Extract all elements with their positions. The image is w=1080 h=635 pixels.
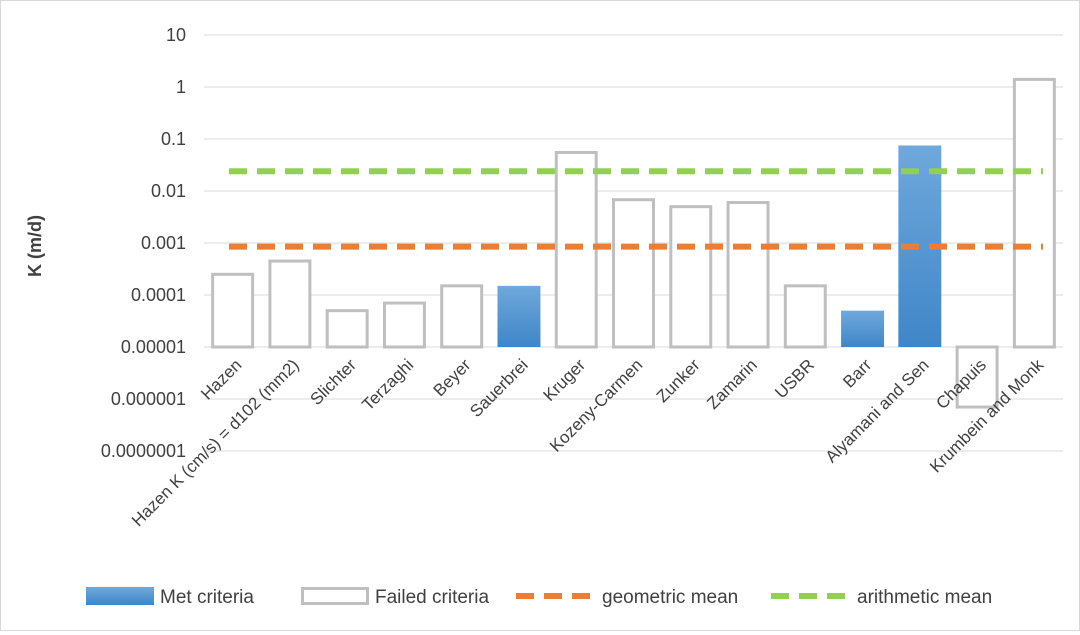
bar-met-criteria bbox=[841, 310, 885, 347]
x-category-label: Beyer bbox=[430, 355, 475, 400]
bar-failed-criteria bbox=[955, 345, 999, 409]
legend-label: Failed criteria bbox=[375, 587, 489, 608]
x-category-label: Barr bbox=[839, 355, 875, 391]
y-tick-label: 0.0001 bbox=[131, 285, 186, 305]
x-category-label: Hazen bbox=[197, 355, 245, 403]
y-tick-label: 0.001 bbox=[141, 233, 186, 253]
legend-swatch bbox=[86, 587, 154, 605]
x-category-label: USBR bbox=[771, 355, 818, 402]
bar-failed-criteria bbox=[669, 205, 713, 349]
y-tick-label: 0.01 bbox=[151, 181, 186, 201]
legend: Met criteria Failed criteria geometric mea… bbox=[86, 587, 992, 608]
y-tick-label: 0.0000001 bbox=[101, 441, 186, 461]
legend-item-Failed-criteria: Failed criteria bbox=[301, 587, 489, 608]
y-tick-label: 10 bbox=[166, 25, 186, 45]
bar-failed-criteria bbox=[612, 198, 655, 349]
bar-failed-criteria bbox=[268, 259, 312, 349]
legend-label: arithmetic mean bbox=[857, 587, 992, 608]
bars bbox=[211, 77, 1056, 409]
x-category-label: Terzaghi bbox=[358, 355, 417, 414]
y-tick-label: 0.1 bbox=[161, 129, 186, 149]
bar-met-criteria bbox=[497, 285, 541, 347]
bar-failed-criteria bbox=[726, 201, 770, 349]
y-tick-label: 0.000001 bbox=[111, 389, 186, 409]
bar-failed-criteria bbox=[325, 309, 369, 349]
x-category-label: Alyamani and Sen bbox=[822, 355, 933, 466]
bar-failed-criteria bbox=[1012, 77, 1056, 349]
legend-item-Met-criteria: Met criteria bbox=[86, 587, 254, 608]
legend-label: Met criteria bbox=[160, 587, 254, 608]
legend-item-geometric-mean: geometric mean bbox=[516, 587, 738, 608]
bar-failed-criteria bbox=[783, 284, 827, 349]
x-category-label: Kruger bbox=[540, 355, 590, 405]
bar-failed-criteria bbox=[554, 151, 598, 349]
x-category-label: Sauerbrei bbox=[466, 355, 532, 421]
y-axis-ticks: 0.0000001 0.000001 0.00001 0.0001 0.001 0.01 0… bbox=[101, 25, 186, 461]
y-tick-label: 0.00001 bbox=[121, 337, 186, 357]
x-category-label: Slichter bbox=[306, 355, 360, 409]
bar-failed-criteria bbox=[382, 301, 426, 349]
y-tick-label: 1 bbox=[176, 77, 186, 97]
y-axis-title: K (m/d) bbox=[25, 215, 45, 277]
x-category-label: Zamarin bbox=[703, 355, 761, 413]
mean-lines bbox=[229, 168, 1043, 250]
bar-failed-criteria bbox=[211, 272, 255, 349]
legend-item-arithmetic-mean: arithmetic mean bbox=[771, 587, 992, 608]
bar-failed-criteria bbox=[440, 284, 484, 349]
legend-label: geometric mean bbox=[602, 587, 738, 608]
legend-swatch bbox=[301, 587, 369, 605]
